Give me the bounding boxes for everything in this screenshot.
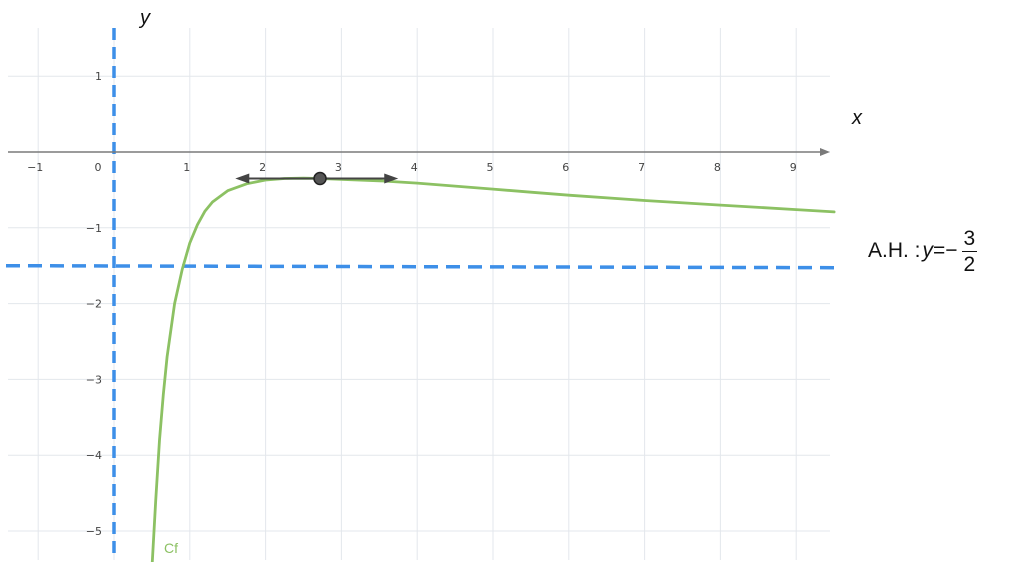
x-axis-label: x	[851, 107, 863, 129]
tangent-arrow-right	[384, 173, 399, 184]
y-tick-label: −3	[86, 373, 102, 386]
x-tick-label: 2	[259, 161, 266, 174]
ah-prefix: A.H. :	[868, 239, 921, 262]
horizontal-asymptote-label: A.H. : y = − 3 2	[868, 218, 978, 284]
y-tick-label: −1	[86, 222, 102, 235]
y-tick-label: −5	[86, 525, 102, 538]
x-tick-label: 1	[183, 161, 190, 174]
y-tick-label: −2	[86, 298, 102, 311]
x-tick-label: 9	[790, 161, 797, 174]
ah-numerator: 3	[961, 226, 978, 252]
ah-variable: y	[922, 239, 934, 262]
x-tick-label: 8	[714, 161, 721, 174]
horizontal-asymptote-line	[5, 263, 835, 270]
ah-denominator: 2	[963, 252, 976, 276]
ah-fraction: 3 2	[961, 226, 978, 277]
y-axis-label: y	[138, 7, 151, 29]
curve-label: Cf	[164, 540, 178, 556]
x-tick-label: −1	[27, 161, 43, 174]
grid-lines	[8, 28, 830, 560]
tick-labels: −1 0 1 2 3 4 5 6 7 8 9 1 −1 −2 −3 −4 −5	[27, 70, 797, 538]
x-tick-label: 3	[335, 161, 342, 174]
x-axis-arrow	[820, 148, 830, 156]
x-tick-label: 5	[487, 161, 494, 174]
ah-sign: −	[945, 239, 958, 262]
x-tick-label: 7	[638, 161, 645, 174]
x-tick-label: 6	[562, 161, 569, 174]
x-tick-label: 0	[95, 161, 102, 174]
extremum-point	[313, 171, 327, 186]
x-tick-label: 4	[411, 161, 418, 174]
asymptotes	[5, 28, 835, 560]
ah-equals: =	[933, 239, 946, 262]
tangent-group	[235, 171, 399, 186]
axes	[8, 148, 830, 156]
y-tick-label: 1	[95, 70, 102, 83]
tangent-arrow-left	[235, 173, 250, 184]
y-tick-label: −4	[86, 449, 102, 462]
